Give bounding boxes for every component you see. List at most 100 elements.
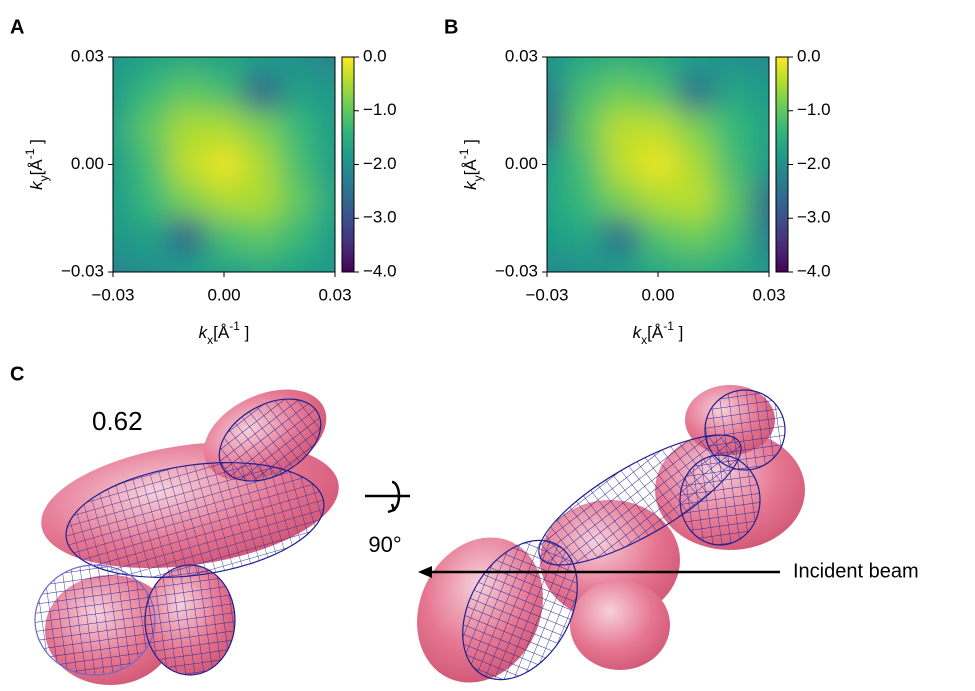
x-tick-label: 0.03 — [318, 285, 351, 304]
heatmap-cell — [169, 111, 207, 147]
axis-label: kx[Å-1 ] — [199, 319, 250, 347]
heatmap-cell — [132, 182, 170, 218]
panel: A −0.03 0.00 0.03 −0.03 0.00 0.03 kx[Å-1 ] ky[Å-… — [10, 0, 397, 347]
axis-label: ky[Å-1 ] — [23, 139, 51, 190]
figure: A −0.03 0.00 0.03 −0.03 0.00 0.03 kx[Å-1 ] ky[Å-… — [0, 0, 975, 686]
axis-label: ky[Å-1 ] — [457, 139, 485, 190]
heatmap-cell — [640, 111, 678, 147]
heatmap-cell — [206, 218, 244, 254]
heatmap-cell — [55, 182, 133, 218]
heatmap-cell — [714, 111, 752, 147]
axis-label-end: ] — [674, 323, 683, 342]
heatmap-cell — [677, 182, 715, 218]
heatmap-cell — [169, 218, 207, 254]
axis-label-sup: -1 — [23, 148, 37, 159]
heatmap-cell — [132, 111, 170, 147]
x-tick-label: 0.00 — [641, 285, 674, 304]
heatmap-cell — [714, 182, 752, 218]
heatmap-cell — [640, 147, 678, 183]
heatmap-cell — [677, 254, 715, 330]
heatmap-cell — [243, 254, 281, 330]
heatmap-cell — [714, 254, 752, 330]
heatmap-cell — [677, 75, 715, 111]
mesh-left — [35, 382, 335, 675]
heatmap-cell — [677, 218, 715, 254]
x-tick-label: 0.03 — [752, 285, 785, 304]
heatmap-cell — [169, 182, 207, 218]
heatmap-cell — [677, 147, 715, 183]
heatmap-cell — [206, 147, 244, 183]
heatmap-cell — [206, 111, 244, 147]
heatmap-cell — [603, 111, 641, 147]
heatmap-cell — [55, 218, 133, 254]
axis-label-sup: -1 — [229, 319, 240, 333]
value-label: 0.62 — [92, 406, 143, 436]
heatmap-cell — [566, 75, 604, 111]
colorbar-tick-label: −3.0 — [797, 208, 831, 227]
y-tick-label: 0.00 — [505, 154, 538, 173]
axis-label-unit: [Å — [213, 323, 230, 342]
heatmap-cell — [566, 218, 604, 254]
colorbar — [776, 57, 788, 272]
heatmap-cell — [566, 147, 604, 183]
heatmap-cell — [280, 111, 318, 147]
panel-label: C — [10, 363, 24, 385]
heatmap-cell — [603, 218, 641, 254]
colorbar-tick-label: −3.0 — [363, 208, 397, 227]
panel-label: A — [10, 16, 24, 38]
axis-label-sup: -1 — [663, 319, 674, 333]
x-tick-label: −0.03 — [525, 285, 568, 304]
heatmap-cell — [280, 75, 318, 111]
heatmap-cell — [206, 0, 244, 75]
beam-label: Incident beam — [793, 560, 919, 582]
heatmap-cell — [489, 182, 567, 218]
y-tick-label: −0.03 — [495, 261, 538, 280]
heatmap-cell — [55, 75, 133, 111]
heatmap-cell — [243, 147, 281, 183]
axis-label-end: ] — [461, 139, 480, 148]
heatmap-cell — [280, 254, 318, 330]
panel-c: C 0.62 90° — [10, 363, 919, 686]
axis-label-unit: [Å — [461, 159, 480, 176]
y-tick-label: −0.03 — [61, 261, 104, 280]
heatmap-cell — [677, 0, 715, 75]
heatmap-cell — [714, 218, 752, 254]
heatmap-cell — [280, 182, 318, 218]
heatmap-cell — [489, 75, 567, 111]
heatmap-cell — [280, 147, 318, 183]
y-tick-label: 0.03 — [71, 46, 104, 65]
heatmap-cell — [243, 111, 281, 147]
colorbar — [342, 57, 354, 272]
heatmap-cell — [714, 147, 752, 183]
heatmap-cell — [169, 254, 207, 330]
heatmap-cell — [280, 0, 318, 75]
heatmap-cell — [714, 75, 752, 111]
heatmap-cell — [566, 0, 604, 75]
heatmap-cell — [55, 111, 133, 147]
heatmap-cell — [169, 75, 207, 111]
heatmap-cell — [603, 147, 641, 183]
panel: B−0.030.000.03−0.030.000.03kx[Å-1 ]ky[Å-… — [444, 0, 831, 347]
axis-label: kx[Å-1 ] — [633, 319, 684, 347]
y-tick-label: 0.00 — [71, 154, 104, 173]
heatmap-cell — [603, 254, 641, 330]
x-tick-label: −0.03 — [91, 285, 134, 304]
heatmap-cell — [640, 218, 678, 254]
colorbar-tick-label: −1.0 — [797, 100, 831, 119]
heatmap-cell — [603, 0, 641, 75]
heatmap-cell — [640, 0, 678, 75]
heatmap-cell — [169, 147, 207, 183]
rotation-label: 90° — [368, 532, 401, 557]
axis-label-sup: -1 — [457, 148, 471, 159]
colorbar-tick-label: −2.0 — [363, 154, 397, 173]
heatmap-cell — [603, 182, 641, 218]
x-tick-label: 0.00 — [207, 285, 240, 304]
heatmap-cell — [243, 182, 281, 218]
axis-label-end: ] — [240, 323, 249, 342]
heatmap-cell — [132, 254, 170, 330]
colorbar-tick-label: 0.0 — [363, 46, 387, 65]
panel-label: B — [444, 16, 458, 38]
colorbar-tick-label: −2.0 — [797, 154, 831, 173]
heatmap-cell — [206, 75, 244, 111]
heatmap-cell — [206, 182, 244, 218]
